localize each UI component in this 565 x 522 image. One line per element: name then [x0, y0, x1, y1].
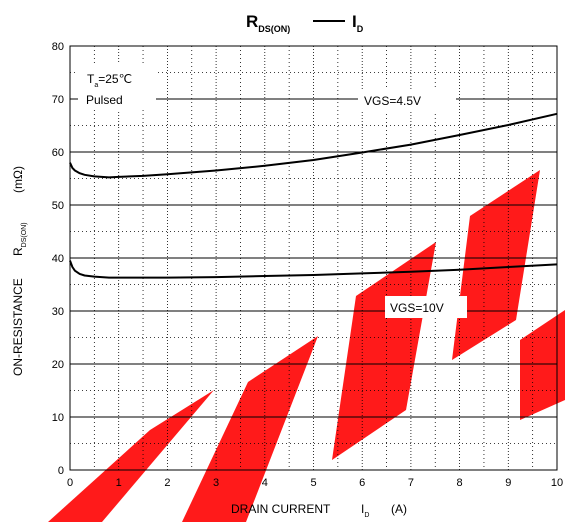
y-axis-label-group: ON-RESISTANCE RDS(ON) (mΩ) [11, 166, 28, 376]
annotation-temperature: Ta=25℃ [87, 72, 132, 89]
y-axis-variable: RDS(ON) [11, 222, 28, 256]
x-tick-label: 10 [551, 477, 563, 489]
x-axis-variable: ID [361, 502, 369, 519]
series-label-bg [358, 89, 456, 111]
series-label-vgs-4-5v: VGS=4.5V [364, 94, 421, 108]
series-line-0 [69, 112, 558, 179]
series-label-vgs-10v: VGS=10V [390, 301, 444, 315]
chart-title-second: ID [352, 12, 364, 34]
y-axis-label: ON-RESISTANCE [11, 278, 25, 376]
x-axis-label: DRAIN CURRENT [231, 502, 331, 516]
annotation-box [78, 64, 156, 110]
series-line-1 [69, 260, 558, 279]
y-tick-label: 0 [58, 465, 64, 477]
y-tick-label: 20 [52, 359, 64, 371]
y-tick-label: 10 [52, 412, 64, 424]
x-tick-label: 1 [116, 477, 122, 489]
y-tick-label: 50 [52, 200, 64, 212]
plot-frame [69, 45, 558, 471]
series-layer [69, 112, 558, 279]
x-tick-label: 7 [408, 477, 414, 489]
watermark-icon [48, 170, 565, 522]
y-tick-label: 70 [52, 94, 64, 106]
x-tick-label: 4 [262, 477, 268, 489]
y-tick-label: 40 [52, 253, 64, 265]
y-tick-label: 60 [52, 147, 64, 159]
y-tick-labels: 0 10 20 30 40 50 60 70 80 [52, 41, 64, 477]
y-axis-unit: (mΩ) [11, 166, 25, 193]
x-tick-label: 3 [213, 477, 219, 489]
x-tick-label: 0 [67, 477, 73, 489]
x-tick-label: 2 [164, 477, 170, 489]
y-tick-label: 30 [52, 306, 64, 318]
x-tick-label: 8 [457, 477, 463, 489]
y-tick-label: 80 [52, 41, 64, 53]
chart-title: RDS(ON) [246, 12, 290, 34]
x-tick-label: 9 [505, 477, 511, 489]
x-axis-unit: (A) [391, 502, 407, 516]
x-tick-label: 6 [359, 477, 365, 489]
series-label-bg [385, 296, 467, 318]
annotation-pulsed: Pulsed [86, 93, 123, 107]
x-tick-labels: 0 1 2 3 4 5 6 7 8 9 10 [67, 477, 563, 489]
x-tick-label: 5 [310, 477, 316, 489]
